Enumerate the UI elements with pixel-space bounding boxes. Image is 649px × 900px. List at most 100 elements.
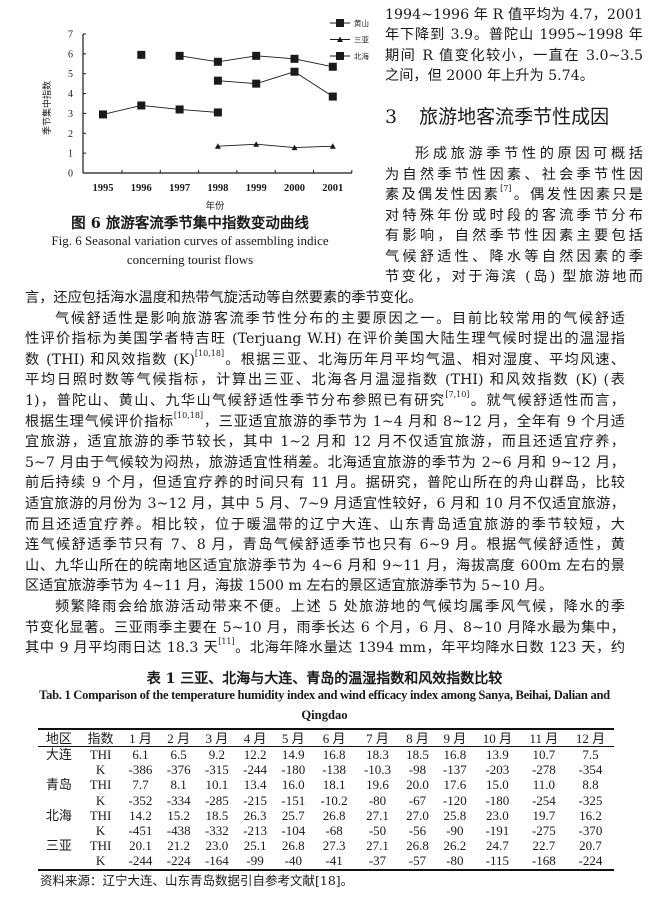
- x-tick-label: 1999: [246, 183, 267, 194]
- value-cell: -386: [128, 762, 153, 778]
- value-cell: -68: [325, 823, 343, 839]
- value-cell: 27.1: [366, 838, 389, 854]
- value-cell: 11.0: [532, 777, 556, 793]
- table-row: K -352 -334 -285 -215 -151 -10.2 -80 -67 -120 -180…: [38, 793, 614, 808]
- value-cell: -370: [578, 823, 603, 839]
- value-cell: 14.2: [129, 807, 152, 823]
- value-cell: 10.1: [205, 777, 229, 793]
- value-cell: -151: [281, 792, 306, 808]
- value-cell: 20.0: [406, 777, 429, 793]
- value-cell: 24.7: [486, 838, 509, 854]
- value-cell: 6.1: [132, 747, 149, 763]
- text-line: 对特殊年份或时段的客流季节分布: [385, 207, 643, 224]
- index-cell: THI: [89, 807, 112, 823]
- table-title-cn: 表 1 三亚、北海与大连、青岛的温湿指数和风效指数比较: [146, 671, 503, 687]
- text-line: 数 (THI) 和风效指数 (K)[10,18]。根据三亚、北海历年月平均气温、…: [25, 348, 625, 368]
- series-line-segment: [256, 71, 295, 85]
- series-line-segment: [294, 58, 333, 68]
- value-cell: 13.9: [486, 747, 509, 763]
- region-cell: 北海: [45, 807, 72, 823]
- value-cell: 26.8: [406, 838, 429, 854]
- value-cell: 23.0: [205, 838, 229, 854]
- value-cell: 16.8: [443, 747, 467, 763]
- index-cell: K: [95, 762, 106, 778]
- value-cell: 19.6: [366, 777, 389, 793]
- text-line: 5~7 月由于气候较为闷热，旅游适宜性稍差。北海适宜旅游的季节为 2~6 月和 …: [25, 454, 625, 471]
- column-header: 地区: [45, 730, 72, 746]
- value-cell: -80: [446, 853, 464, 869]
- series-line-segment: [179, 109, 218, 113]
- column-header: 7 月: [366, 730, 389, 746]
- table-row: 青岛 THI 7.7 8.1 10.1 13.4 16.0 18.1 19.6 20.0 17.6 1…: [38, 777, 614, 792]
- data-point: [175, 51, 184, 60]
- value-cell: 21.2: [167, 838, 191, 854]
- column-header: 9 月: [443, 730, 467, 746]
- text-line: 频繁降雨会给旅游活动带来不便。上述 5 处旅游地的气候均属季风气候，降水的季: [55, 599, 625, 615]
- value-cell: 8.8: [582, 777, 599, 793]
- value-cell: 25.1: [243, 838, 267, 854]
- section-number: 3: [385, 106, 398, 128]
- region-cell: 青岛: [45, 777, 72, 793]
- series-line-segment: [102, 105, 142, 115]
- value-cell: -352: [128, 792, 153, 808]
- value-cell: 9.2: [208, 747, 225, 763]
- text-line: 素及偶发性因素[7]。偶发性因素只是: [385, 184, 643, 204]
- region-cell: [38, 762, 80, 777]
- value-cell: -10.3: [363, 762, 392, 778]
- text-line: 适宜旅游的月份为 3~12 月，其中 5 月、7~9 月适宜性较好，6 月和 1…: [25, 496, 625, 512]
- value-cell: 17.6: [443, 777, 467, 793]
- table-row: 大连 THI 6.1 6.5 9.2 12.2 14.9 16.8 18.3 18.5 16.8 13…: [38, 747, 614, 763]
- value-cell: 14.9: [281, 747, 305, 763]
- table-title-en-2: Qingdao: [301, 708, 348, 722]
- text-line: 山、九华山所在的皖南地区适宜旅游季节为 4~6 月和 9~11 月，海拔高度 6…: [25, 557, 625, 574]
- value-cell: 13.4: [243, 777, 267, 793]
- series-line-segment: [217, 143, 257, 147]
- value-cell: -164: [204, 853, 229, 869]
- value-cell: -438: [166, 823, 191, 839]
- data-point: [252, 51, 261, 60]
- value-cell: 18.3: [366, 747, 389, 763]
- value-cell: 20.7: [579, 838, 602, 854]
- y-tick-label: 4: [68, 89, 73, 100]
- value-cell: -376: [166, 762, 191, 778]
- legend-marker: [337, 36, 343, 42]
- table-row: K -451 -438 -332 -213 -104 -68 -50 -56 -90 -191 -27…: [38, 823, 614, 838]
- y-tick-label: 0: [68, 169, 73, 180]
- figure-caption-en-2: concerning tourist flows: [126, 252, 254, 267]
- text-line: 1)，普陀山、黄山、九华山气候舒适性季节分布参照已有研究[7,10]。就气候舒适…: [25, 390, 625, 410]
- value-cell: -203: [485, 762, 510, 778]
- value-cell: -224: [578, 853, 603, 869]
- data-point: [253, 141, 260, 147]
- value-cell: -332: [204, 823, 229, 839]
- value-cell: -80: [368, 792, 387, 808]
- value-cell: -37: [368, 853, 387, 869]
- column-header: 指数: [87, 730, 114, 746]
- legend-label: 黄山: [354, 18, 369, 28]
- value-cell: -99: [246, 853, 264, 869]
- section-heading: 3 旅游地客流季节性成因: [385, 104, 609, 130]
- text-line: 前后持续 9 个月，但适宜疗养的时间只有 11 月。据研究，普陀山所在的舟山群岛…: [25, 475, 625, 492]
- index-cell: K: [95, 792, 106, 808]
- legend-marker: [336, 19, 344, 27]
- x-axis-label: 年份: [205, 200, 225, 212]
- index-cell: THI: [89, 777, 112, 793]
- text-line: 宜旅游，适宜旅游的季节较长，其中 1~2 月和 12 月不仅适宜旅游，而且还适宜…: [25, 434, 625, 451]
- text-line: 形成旅游季节性的原因可概括: [415, 146, 643, 162]
- index-cell: THI: [89, 838, 112, 854]
- value-cell: 16.8: [322, 747, 346, 763]
- value-cell: 19.7: [532, 807, 556, 823]
- value-cell: -168: [531, 853, 556, 869]
- column-header: 10 月: [482, 730, 512, 746]
- table-row: K -386 -376 -315 -244 -180 -138 -10.3 -98 -137 -20…: [38, 762, 614, 777]
- value-cell: 20.1: [129, 838, 152, 854]
- value-cell: -275: [531, 823, 556, 839]
- column-header: 11 月: [529, 730, 559, 746]
- value-cell: 18.1: [322, 777, 346, 793]
- text-line: 根据生理气候评价指标[10,18]，三亚适宜旅游的季节为 1~4 月和 8~12…: [25, 410, 625, 430]
- text-line: 连气候舒适季节只有 7、8 月，青岛气候舒适季节也只有 6~9 月。根据气候舒适…: [25, 537, 625, 554]
- value-cell: 27.1: [366, 807, 389, 823]
- table-row: 三亚 THI 20.1 21.2 23.0 25.1 26.8 27.3 27.1 26.8 26.…: [38, 838, 614, 853]
- value-cell: 18.5: [205, 807, 229, 823]
- section-title: 旅游地客流季节性成因: [419, 106, 610, 128]
